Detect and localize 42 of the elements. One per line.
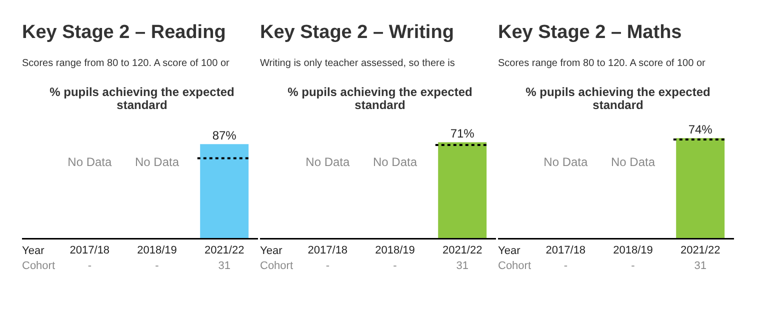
data-label: 71% — [450, 126, 475, 141]
text: No Data — [306, 154, 350, 169]
text: - — [393, 260, 398, 272]
data-label: 74% — [688, 122, 713, 136]
text: - — [631, 260, 636, 272]
x-tick-label: 2017/18 — [308, 244, 348, 256]
text: No Data — [610, 154, 656, 169]
text: - — [88, 260, 92, 272]
text: Cohort — [498, 260, 532, 272]
text: 31 — [694, 260, 706, 272]
y-axis-title: % pupils achieving the expected standard — [286, 85, 474, 112]
text: - — [155, 260, 160, 272]
chart-subtitle: Writing is only teacher assessed, so there is — [260, 58, 456, 69]
x-tick-label: 2021/22 — [442, 244, 482, 256]
x-tick-label: 2021/22 — [204, 244, 244, 256]
chart-title: Key Stage 2 – Reading — [22, 22, 227, 44]
text: Cohort — [260, 260, 294, 272]
text: No Data — [544, 154, 588, 169]
x-tick-label: 2017/18 — [70, 244, 110, 256]
text: 31 — [218, 260, 230, 272]
text: No Data — [372, 154, 418, 169]
data-label: 87% — [212, 128, 237, 142]
x-tick-label: 2021/22 — [680, 244, 720, 256]
text: 31 — [456, 260, 468, 272]
y-axis-title: % pupils achieving the expected standard — [524, 85, 712, 112]
x-tick-label: 2018/19 — [137, 244, 177, 256]
x-axis-title: Year — [260, 244, 283, 257]
text: - — [326, 260, 330, 272]
x-axis-title: Year — [498, 244, 521, 257]
text: - — [564, 260, 568, 272]
text: Cohort — [22, 260, 56, 272]
x-tick-label: 2018/19 — [613, 244, 653, 256]
x-tick-label: 2017/18 — [546, 244, 586, 256]
chart-title: Key Stage 2 – Maths — [498, 22, 683, 44]
text: No Data — [134, 154, 180, 169]
chart-subtitle: Scores range from 80 to 120. A score of 100 or — [22, 58, 230, 69]
x-tick-label: 2018/19 — [375, 244, 415, 256]
x-axis-title: Year — [22, 244, 45, 257]
chart-title: Key Stage 2 – Writing — [260, 22, 455, 44]
chart-subtitle: Scores range from 80 to 120. A score of 100 or — [498, 58, 706, 69]
y-axis-title: % pupils achieving the expected standard — [48, 85, 236, 112]
text: No Data — [68, 154, 112, 169]
